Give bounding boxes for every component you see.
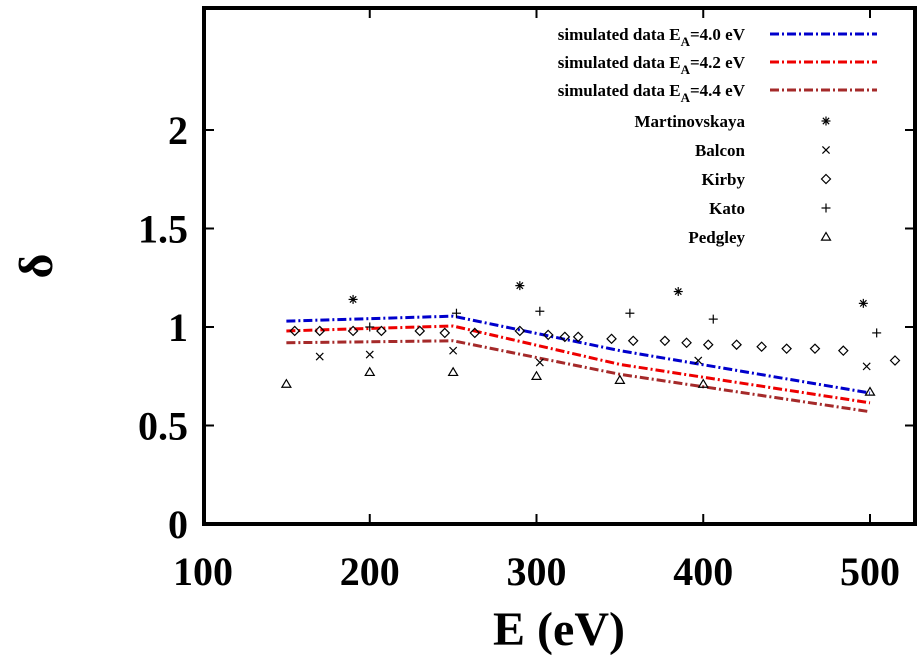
series-line	[286, 314, 871, 395]
series-layer	[280, 281, 901, 414]
data-point	[837, 345, 849, 356]
series-simulated-1	[286, 324, 871, 405]
data-point	[530, 370, 543, 380]
legend-marker	[821, 203, 831, 213]
data-point	[469, 327, 481, 339]
data-point	[702, 339, 714, 351]
data-point	[364, 366, 376, 377]
data-point	[414, 325, 426, 337]
series-line	[286, 339, 871, 414]
data-point	[559, 331, 571, 343]
data-point	[673, 287, 683, 297]
data-point	[451, 308, 461, 318]
data-point	[535, 306, 545, 316]
legend-marker	[821, 116, 831, 126]
data-point	[862, 362, 871, 371]
data-point	[347, 325, 359, 337]
series-simulated-0	[286, 314, 871, 395]
data-point	[514, 325, 526, 337]
data-point	[872, 328, 882, 338]
y-tick-label: 0.5	[138, 404, 188, 449]
data-point	[314, 325, 326, 337]
x-tick-label: 200	[340, 549, 400, 594]
legend-label: Martinovskaya	[635, 112, 746, 131]
data-point	[449, 346, 458, 355]
series-pedgley	[280, 366, 876, 396]
x-tick-label: 300	[507, 549, 567, 594]
data-point	[659, 335, 671, 347]
series-kirby	[289, 325, 901, 366]
data-point	[348, 294, 358, 304]
data-point	[280, 378, 292, 388]
data-point	[694, 356, 703, 365]
data-point	[708, 314, 718, 324]
series-simulated-2	[286, 339, 871, 414]
legend-marker	[820, 231, 832, 241]
legend-label: simulated data EA=4.0 eV	[558, 25, 746, 49]
data-point	[731, 339, 742, 351]
series-line	[286, 324, 871, 405]
data-point	[614, 374, 626, 384]
data-point	[756, 341, 767, 353]
legend-marker	[820, 173, 832, 185]
data-point	[697, 378, 709, 388]
data-point	[515, 281, 525, 291]
plot-frame	[202, 6, 917, 526]
data-point	[535, 358, 544, 367]
x-tick-label: 500	[840, 549, 900, 594]
data-point	[447, 366, 459, 377]
legend-label: Kirby	[702, 170, 746, 189]
x-tick-label: 400	[673, 549, 733, 594]
data-point	[439, 327, 451, 339]
legend-label: simulated data EA=4.2 eV	[558, 53, 746, 77]
y-tick-label: 1	[168, 305, 188, 350]
legend-marker	[821, 145, 831, 155]
legend-label: Pedgley	[688, 228, 745, 247]
series-balcon	[315, 346, 871, 371]
data-point	[781, 343, 792, 355]
x-axis-label: E (eV)	[493, 603, 625, 656]
data-point	[542, 329, 554, 341]
legend-label: Kato	[709, 199, 745, 218]
x-tick-label: 100	[173, 549, 233, 594]
data-point	[315, 352, 324, 361]
legend-label: simulated data EA=4.4 eV	[558, 81, 746, 105]
data-point	[858, 298, 868, 308]
data-point	[625, 308, 635, 318]
data-point	[606, 333, 617, 345]
y-axis-label: δ	[10, 254, 63, 279]
ticks-layer: 100 200 300 400 500 0 0.5 1 1.5 2	[138, 8, 915, 594]
data-point	[365, 322, 375, 332]
data-point	[627, 335, 639, 347]
y-tick-label: 2	[168, 108, 188, 153]
data-point	[889, 355, 901, 366]
series-kato	[365, 306, 882, 338]
data-point	[864, 386, 876, 396]
data-point	[289, 325, 301, 337]
data-point	[681, 337, 692, 349]
legend-label: Balcon	[695, 141, 746, 160]
data-point	[809, 343, 821, 355]
data-point	[572, 331, 584, 343]
data-point	[376, 325, 387, 337]
legend-layer: simulated data EA=4.0 eV simulated data E…	[558, 25, 877, 247]
y-tick-label: 0	[168, 502, 188, 547]
series-martinovskaya	[348, 281, 868, 308]
data-point	[365, 350, 374, 359]
y-tick-label: 1.5	[138, 207, 188, 252]
